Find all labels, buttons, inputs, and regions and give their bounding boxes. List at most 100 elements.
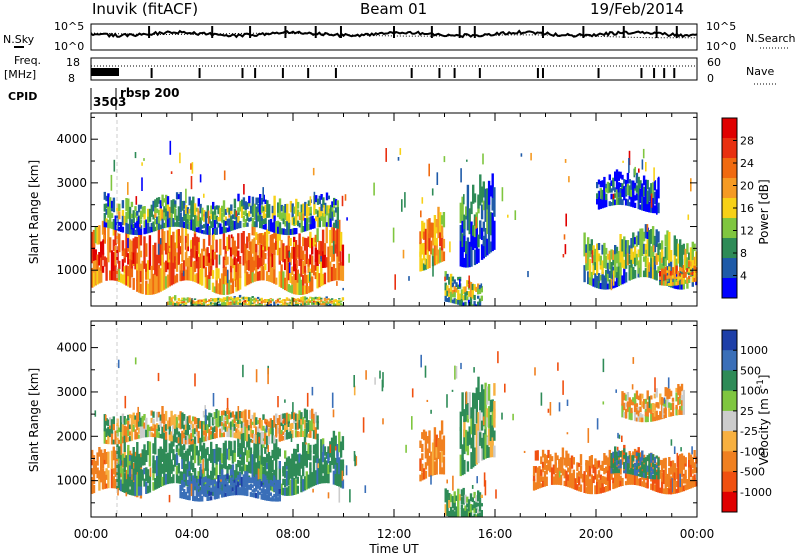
data-cell xyxy=(199,303,202,306)
data-cell xyxy=(188,424,191,430)
colorbar-swatch xyxy=(722,431,737,452)
data-cell xyxy=(473,214,477,226)
data-cell xyxy=(650,472,653,480)
data-cell xyxy=(201,225,204,229)
data-speck xyxy=(137,406,139,422)
data-cell xyxy=(478,284,482,290)
data-cell xyxy=(148,235,152,270)
data-speck xyxy=(486,436,489,445)
data-cell xyxy=(154,252,157,275)
data-cell xyxy=(594,464,597,473)
y-tick-label: 1000 xyxy=(56,474,87,488)
data-cell xyxy=(125,212,128,223)
data-cell xyxy=(204,222,208,235)
data-cell xyxy=(466,237,470,268)
data-cell xyxy=(592,254,595,266)
data-cell xyxy=(246,419,249,429)
data-speck xyxy=(309,271,311,282)
data-cell xyxy=(233,298,236,300)
data-speck xyxy=(617,432,619,439)
data-cell xyxy=(484,188,487,222)
data-cell xyxy=(213,433,216,439)
data-cell xyxy=(282,436,285,441)
data-cell xyxy=(260,303,263,306)
data-speck xyxy=(629,453,632,468)
data-cell xyxy=(197,486,200,490)
data-cell xyxy=(224,273,227,285)
data-cell xyxy=(177,475,180,484)
data-cell xyxy=(309,275,312,293)
data-cell xyxy=(168,470,171,484)
data-cell xyxy=(628,461,631,469)
data-cell xyxy=(260,431,263,445)
data-cell xyxy=(320,297,323,300)
data-cell xyxy=(307,423,310,429)
data-cell xyxy=(662,268,666,275)
data-cell xyxy=(532,475,536,482)
data-cell xyxy=(489,424,493,441)
data-cell xyxy=(675,472,678,480)
data-cell xyxy=(327,464,330,474)
data-speck xyxy=(169,140,172,155)
data-cell xyxy=(246,271,249,286)
data-cell xyxy=(123,461,126,473)
data-cell xyxy=(282,228,285,235)
data-cell xyxy=(327,446,330,454)
data-cell xyxy=(487,406,491,421)
data-cell xyxy=(271,253,274,268)
data-cell xyxy=(112,266,115,281)
data-cell xyxy=(145,417,148,430)
data-cell xyxy=(334,230,337,245)
data-cell xyxy=(478,492,482,500)
data-speck xyxy=(507,214,509,218)
data-cell xyxy=(215,227,218,235)
data-cell xyxy=(184,302,188,304)
data-cell xyxy=(291,297,294,302)
data-cell xyxy=(541,449,545,458)
data-cell xyxy=(606,272,610,282)
data-cell xyxy=(152,203,155,212)
data-cell xyxy=(195,250,198,262)
data-cell xyxy=(605,193,608,201)
data-cell xyxy=(163,198,166,203)
data-cell xyxy=(549,454,552,466)
data-cell xyxy=(192,492,195,501)
data-cell xyxy=(623,186,626,194)
data-cell xyxy=(668,270,671,275)
data-cell xyxy=(105,439,108,444)
data-cell xyxy=(282,431,285,435)
data-cell xyxy=(190,429,193,433)
data-cell xyxy=(621,391,624,406)
data-cell xyxy=(139,204,143,209)
data-cell xyxy=(439,459,442,475)
data-cell xyxy=(617,251,620,267)
data-cell xyxy=(132,238,135,253)
data-cell xyxy=(633,270,637,279)
data-cell xyxy=(264,223,267,230)
colorbar-swatch xyxy=(722,471,737,493)
data-cell xyxy=(204,490,207,498)
data-cell xyxy=(177,229,180,249)
data-cell xyxy=(650,229,653,244)
data-cell xyxy=(619,479,622,487)
data-cell xyxy=(309,299,312,302)
data-cell xyxy=(107,225,110,250)
data-cell xyxy=(440,250,444,262)
data-cell xyxy=(563,458,566,463)
data-cell xyxy=(231,220,235,225)
data-cell xyxy=(606,283,610,290)
data-cell xyxy=(260,300,263,304)
data-speck xyxy=(341,470,344,481)
data-cell xyxy=(693,265,696,270)
data-cell xyxy=(594,485,597,495)
data-cell xyxy=(621,403,624,418)
data-cell xyxy=(188,221,191,230)
colorbar-tick-label: 8 xyxy=(740,247,747,260)
data-cell xyxy=(677,276,680,282)
data-cell xyxy=(597,196,601,204)
data-cell xyxy=(220,302,224,306)
data-cell xyxy=(470,452,473,469)
data-cell xyxy=(121,259,125,272)
data-cell xyxy=(258,250,262,268)
data-cell xyxy=(646,455,649,461)
